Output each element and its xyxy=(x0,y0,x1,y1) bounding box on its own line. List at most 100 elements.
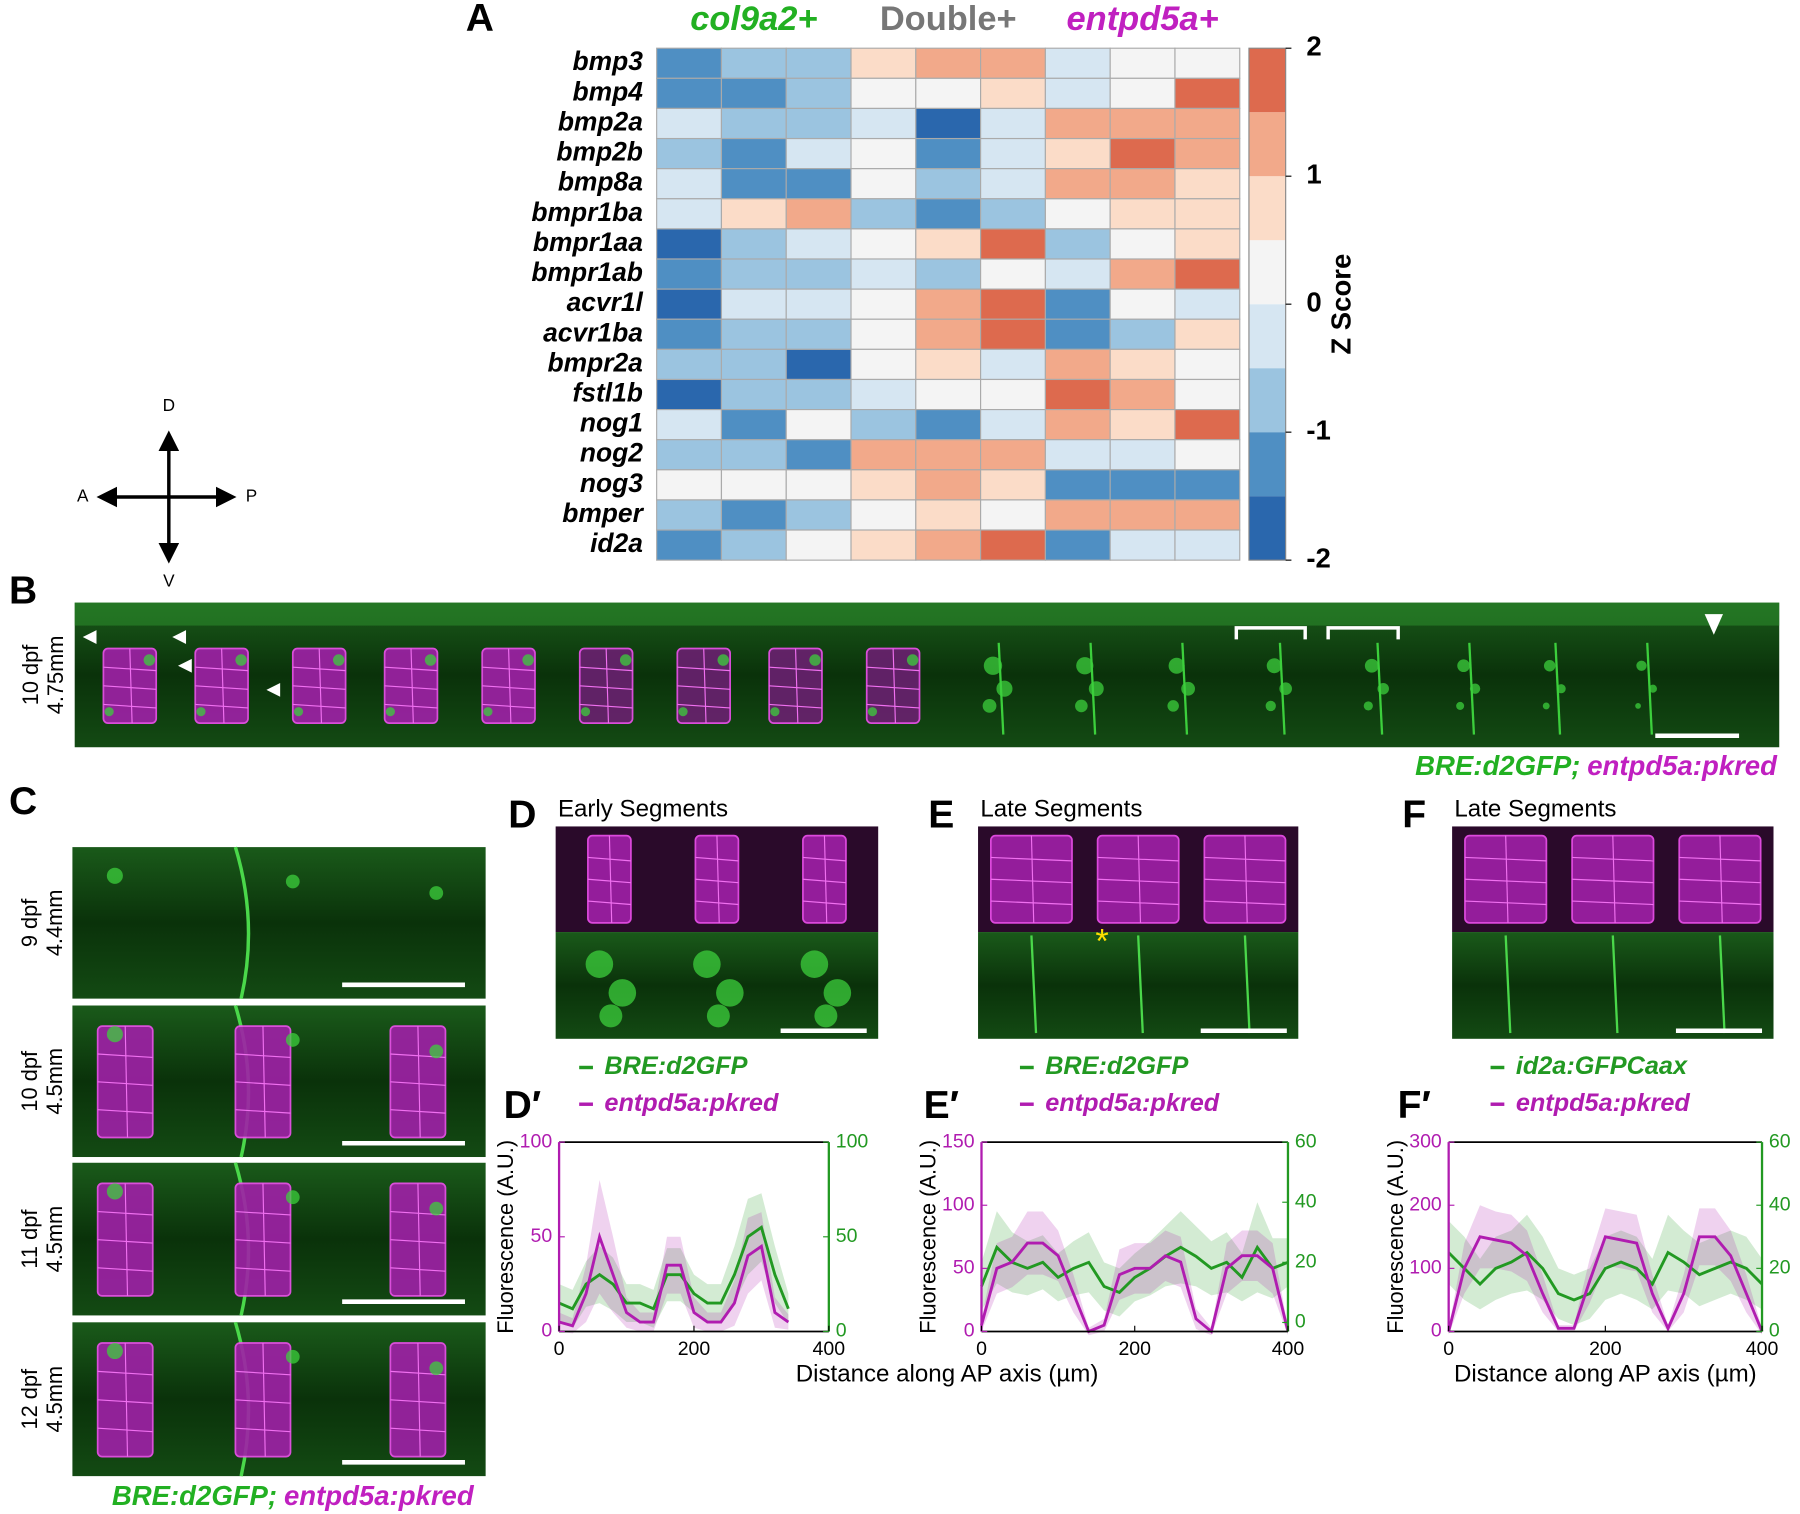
size-label: 4.4mm xyxy=(42,890,67,957)
vessel xyxy=(1718,935,1726,1034)
y-tick-label: 0 xyxy=(541,1320,552,1342)
gfp-cell xyxy=(1076,657,1094,675)
heat-cell xyxy=(1174,348,1241,381)
heat-cell xyxy=(980,469,1046,501)
colorbar-bin xyxy=(1248,176,1286,241)
heat-cell xyxy=(1044,107,1111,140)
heat-cell xyxy=(1109,228,1176,260)
group-label: Double+ xyxy=(880,0,1017,38)
data-line xyxy=(980,1244,1289,1295)
row-label: bmpr1aa xyxy=(533,227,643,257)
gfp-cell xyxy=(424,654,437,666)
panel-label: E xyxy=(928,794,954,837)
cell-border xyxy=(1244,835,1248,923)
y2-tick-label: 0 xyxy=(836,1320,847,1342)
image-title: Late Segments xyxy=(1454,796,1616,823)
caption-part: entpd5a:pkred xyxy=(1587,750,1778,781)
cell-border xyxy=(579,666,633,672)
gfp-cell xyxy=(106,867,123,884)
row-label: bmp4 xyxy=(572,76,643,106)
heat-cell xyxy=(915,378,982,411)
heat-cell xyxy=(915,348,982,381)
cell-border xyxy=(802,856,846,862)
heat-cell xyxy=(1109,168,1176,200)
heat-cell xyxy=(785,77,852,110)
cell-border xyxy=(410,648,414,724)
x-tick-label: 200 xyxy=(1118,1338,1151,1360)
heat-cell xyxy=(850,409,917,441)
row-label: acvr1ba xyxy=(543,317,643,347)
caption-part: BRE:d2GFP; xyxy=(1415,750,1580,781)
cell-border xyxy=(97,1427,153,1433)
cell-border xyxy=(608,835,613,923)
cell-border xyxy=(103,685,157,690)
gfp-cell xyxy=(429,1044,444,1059)
heat-cell xyxy=(785,107,852,140)
cell-border xyxy=(1030,835,1035,923)
gfp-cell xyxy=(717,654,729,666)
heat-cell xyxy=(850,47,917,79)
cell-border xyxy=(587,856,631,862)
stage-label: 12 dpf xyxy=(17,1368,42,1430)
cell-border xyxy=(103,666,157,672)
arrowhead-marker xyxy=(1704,614,1724,635)
heat-cell xyxy=(850,258,917,290)
data-line xyxy=(1447,1235,1764,1333)
cell-border xyxy=(703,648,707,724)
panel-label: C xyxy=(9,780,37,823)
colorbar-label: Z Score xyxy=(1325,254,1356,355)
vessel xyxy=(997,642,1005,735)
heat-cell xyxy=(720,499,787,531)
legend-label: BRE:d2GFP xyxy=(604,1052,747,1080)
heat-cell xyxy=(915,529,982,561)
row-label: bmpr1ba xyxy=(531,197,642,227)
heat-cell xyxy=(1109,409,1176,441)
cell-border xyxy=(1572,856,1654,862)
y-tick-label: 0 xyxy=(964,1320,975,1342)
heat-cell xyxy=(1044,378,1111,411)
heat-cell xyxy=(1174,77,1241,110)
heat-cell xyxy=(850,288,917,320)
colorbar-tick-label: 1 xyxy=(1306,158,1321,189)
x-axis-label: Distance along AP axis (µm) xyxy=(1454,1360,1757,1387)
cell-border xyxy=(97,1267,153,1272)
gfp-cell xyxy=(285,1349,300,1364)
cell-border xyxy=(677,666,731,672)
heat-cell xyxy=(915,499,982,531)
y-tick-label: 50 xyxy=(531,1225,553,1247)
cell-border xyxy=(866,666,920,672)
heat-cell xyxy=(1174,409,1241,441)
heat-cell xyxy=(785,47,852,79)
heat-cell xyxy=(915,47,982,79)
gfp-cell xyxy=(285,1033,300,1047)
cell-border xyxy=(292,666,346,672)
vessel xyxy=(1611,935,1619,1034)
heat-cell xyxy=(915,137,982,170)
cell-border xyxy=(235,1239,291,1244)
x-tick-label: 400 xyxy=(1272,1338,1305,1360)
data-line xyxy=(980,1241,1290,1335)
heat-cell xyxy=(656,47,723,79)
white-arrow xyxy=(266,682,281,697)
image-b xyxy=(74,602,1780,748)
gfp-cell xyxy=(143,654,156,666)
gfp-cell xyxy=(483,707,493,717)
vessel xyxy=(1376,642,1384,735)
heat-cell xyxy=(785,409,852,441)
heat-cell xyxy=(1174,529,1241,561)
gfp-cell xyxy=(1636,660,1647,671)
heat-cell xyxy=(1174,288,1241,320)
gfp-cell xyxy=(106,1026,123,1043)
gfp-cell xyxy=(293,707,304,717)
row-label: bmper xyxy=(562,498,644,528)
y2-tick-label: 20 xyxy=(1295,1251,1317,1273)
gfp-cell xyxy=(1648,684,1657,693)
heat-cell xyxy=(785,378,852,411)
heat-cell xyxy=(656,499,723,531)
cell-border xyxy=(292,703,346,709)
heat-cell xyxy=(656,288,723,320)
row-label: bmpr1ab xyxy=(531,257,642,287)
row-label: bmp8a xyxy=(558,167,643,197)
cell-border xyxy=(103,703,157,709)
y-tick-label: 150 xyxy=(942,1130,975,1152)
